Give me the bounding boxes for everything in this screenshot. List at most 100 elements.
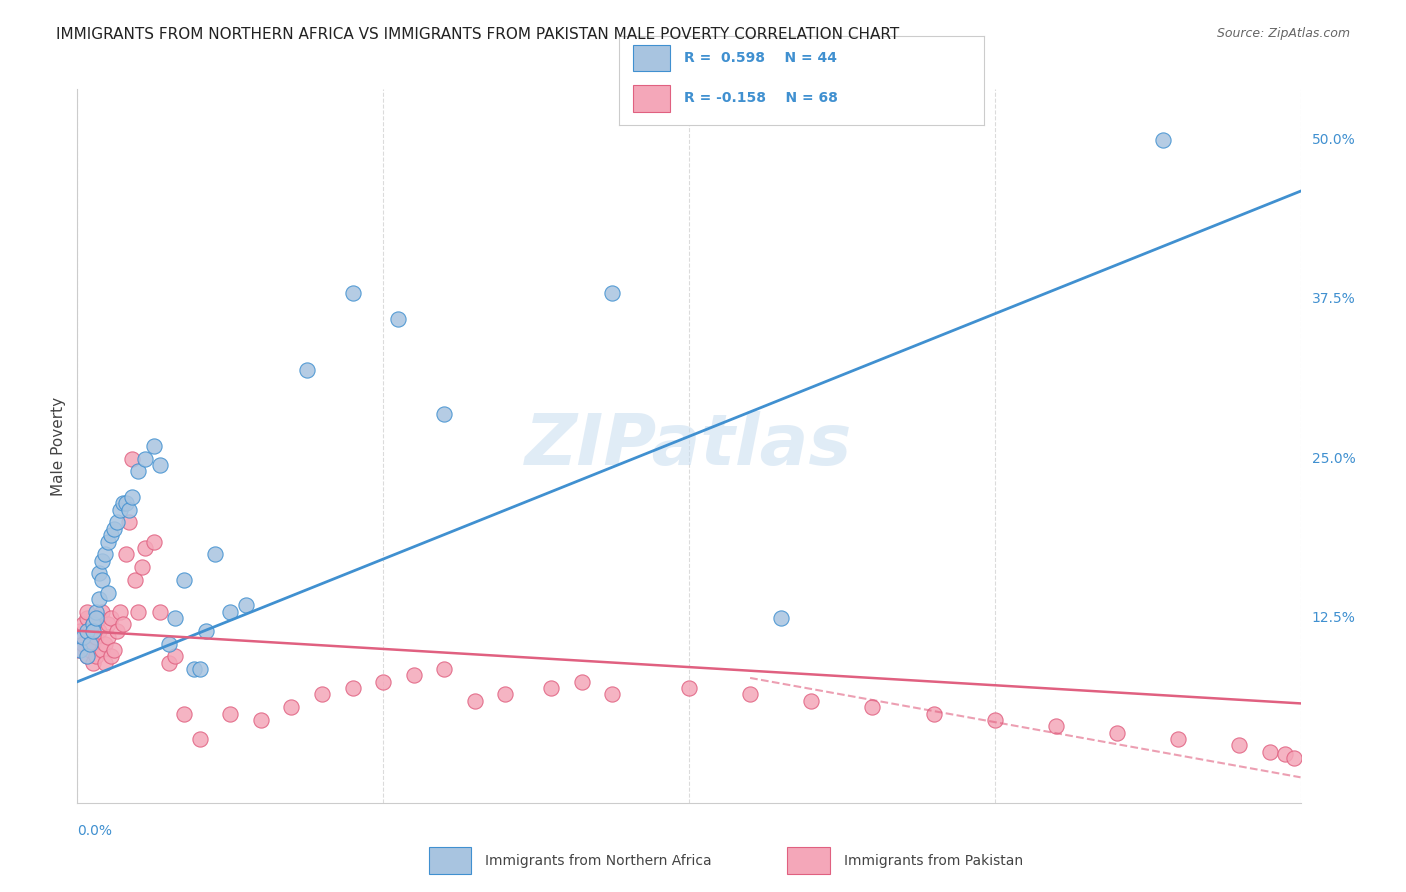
Point: [105, 516, 128, 530]
Point: [173, 706, 195, 721]
Bar: [633, 85, 669, 112]
Point: [97, 617, 120, 632]
Point: [82, 617, 104, 632]
Text: 25.0%: 25.0%: [1312, 451, 1355, 466]
Point: [97, 534, 120, 549]
Point: [165, 611, 187, 625]
Bar: [787, 847, 830, 874]
Point: [76, 649, 98, 664]
Point: [433, 662, 456, 676]
Text: IMMIGRANTS FROM NORTHERN AFRICA VS IMMIGRANTS FROM PAKISTAN MALE POVERTY CORRELA: IMMIGRANTS FROM NORTHERN AFRICA VS IMMIG…: [56, 27, 900, 42]
Point: [90, 605, 112, 619]
Point: [540, 681, 562, 695]
Point: [1107, 725, 1129, 739]
Point: [118, 502, 141, 516]
Point: [84, 649, 107, 664]
Point: [183, 662, 205, 676]
Point: [402, 668, 425, 682]
Bar: [429, 847, 471, 874]
Point: [69, 624, 91, 638]
Point: [922, 706, 945, 721]
Point: [387, 311, 409, 326]
Text: ZIPatlas: ZIPatlas: [526, 411, 852, 481]
Text: R =  0.598    N = 44: R = 0.598 N = 44: [685, 51, 838, 65]
Point: [165, 649, 187, 664]
Point: [108, 502, 131, 516]
Point: [602, 286, 624, 301]
Point: [100, 611, 122, 625]
Point: [100, 528, 122, 542]
Point: [602, 688, 624, 702]
Text: R = -0.158    N = 68: R = -0.158 N = 68: [685, 91, 838, 105]
Point: [82, 617, 104, 632]
Point: [100, 649, 122, 664]
Point: [112, 496, 135, 510]
Point: [79, 624, 101, 638]
Point: [76, 649, 98, 664]
Point: [1167, 732, 1189, 747]
Point: [72, 630, 94, 644]
Point: [1274, 747, 1296, 762]
Point: [134, 451, 156, 466]
Point: [740, 688, 762, 702]
Point: [76, 624, 98, 638]
Point: [342, 681, 364, 695]
Point: [127, 605, 149, 619]
Point: [103, 522, 125, 536]
Point: [131, 560, 153, 574]
Text: 0.0%: 0.0%: [77, 824, 112, 838]
Point: [90, 643, 112, 657]
Point: [82, 624, 104, 638]
Point: [188, 732, 211, 747]
Point: [69, 630, 91, 644]
Point: [142, 534, 165, 549]
Point: [371, 674, 394, 689]
Point: [79, 636, 101, 650]
Bar: [633, 45, 669, 71]
Point: [76, 605, 98, 619]
Point: [204, 547, 226, 561]
Point: [862, 700, 884, 714]
Point: [173, 573, 195, 587]
Point: [76, 611, 98, 625]
Point: [1284, 751, 1306, 765]
Point: [97, 585, 120, 599]
Point: [219, 605, 242, 619]
Point: [235, 599, 257, 613]
Point: [464, 694, 486, 708]
Text: 50.0%: 50.0%: [1312, 133, 1355, 147]
Point: [90, 573, 112, 587]
Point: [142, 439, 165, 453]
Point: [157, 656, 180, 670]
Point: [127, 465, 149, 479]
Text: Immigrants from Pakistan: Immigrants from Pakistan: [844, 854, 1022, 868]
Point: [72, 636, 94, 650]
Point: [571, 674, 593, 689]
Point: [87, 591, 110, 606]
Point: [94, 656, 117, 670]
Point: [280, 700, 302, 714]
Point: [433, 407, 456, 421]
Point: [194, 624, 217, 638]
Point: [311, 688, 333, 702]
Point: [1229, 739, 1251, 753]
Point: [84, 605, 107, 619]
Text: Immigrants from Northern Africa: Immigrants from Northern Africa: [485, 854, 711, 868]
Point: [124, 573, 146, 587]
Point: [66, 643, 89, 657]
Point: [72, 617, 94, 632]
Point: [82, 656, 104, 670]
Point: [87, 624, 110, 638]
Point: [495, 688, 517, 702]
Point: [1152, 133, 1174, 147]
Point: [84, 630, 107, 644]
Point: [79, 643, 101, 657]
Point: [105, 624, 128, 638]
Point: [90, 554, 112, 568]
Point: [87, 611, 110, 625]
Point: [115, 496, 138, 510]
Point: [94, 547, 117, 561]
Point: [1045, 719, 1067, 733]
Text: 37.5%: 37.5%: [1312, 293, 1355, 307]
Text: Source: ZipAtlas.com: Source: ZipAtlas.com: [1216, 27, 1350, 40]
